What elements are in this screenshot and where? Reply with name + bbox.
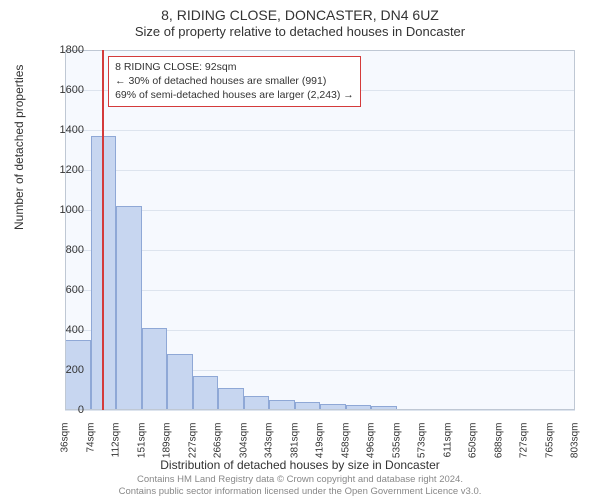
histogram-bar bbox=[371, 406, 397, 410]
legend-box: 8 RIDING CLOSE: 92sqm← 30% of detached h… bbox=[108, 56, 361, 107]
x-tick-label: 496sqm bbox=[366, 423, 377, 473]
y-tick-label: 1000 bbox=[44, 204, 84, 216]
histogram-bar bbox=[116, 206, 142, 410]
gridline bbox=[65, 410, 575, 411]
x-tick-label: 189sqm bbox=[162, 423, 173, 473]
chart-title: 8, RIDING CLOSE, DONCASTER, DN4 6UZ bbox=[0, 0, 600, 24]
y-tick-label: 200 bbox=[44, 364, 84, 376]
legend-line-3: 69% of semi-detached houses are larger (… bbox=[115, 88, 354, 102]
histogram-bar bbox=[346, 405, 372, 410]
plot-area: 8 RIDING CLOSE: 92sqm← 30% of detached h… bbox=[65, 50, 575, 410]
gridline bbox=[65, 130, 575, 131]
legend-line-2: ← 30% of detached houses are smaller (99… bbox=[115, 74, 354, 88]
gridline bbox=[65, 210, 575, 211]
legend-line-1: 8 RIDING CLOSE: 92sqm bbox=[115, 60, 354, 74]
chart-area: 8 RIDING CLOSE: 92sqm← 30% of detached h… bbox=[65, 50, 575, 410]
y-tick-label: 400 bbox=[44, 324, 84, 336]
histogram-bar bbox=[295, 402, 321, 410]
y-axis-label: Number of detached properties bbox=[12, 65, 26, 230]
y-tick-label: 600 bbox=[44, 284, 84, 296]
property-marker-line bbox=[102, 50, 104, 410]
histogram-bar bbox=[167, 354, 193, 410]
x-tick-label: 36sqm bbox=[60, 423, 71, 473]
x-tick-label: 112sqm bbox=[111, 423, 122, 473]
x-tick-label: 304sqm bbox=[238, 423, 249, 473]
y-tick-label: 1200 bbox=[44, 164, 84, 176]
x-tick-label: 650sqm bbox=[468, 423, 479, 473]
x-tick-label: 765sqm bbox=[544, 423, 555, 473]
x-tick-label: 573sqm bbox=[417, 423, 428, 473]
x-tick-label: 611sqm bbox=[442, 423, 453, 473]
gridline bbox=[65, 50, 575, 51]
x-tick-label: 227sqm bbox=[187, 423, 198, 473]
x-tick-label: 381sqm bbox=[289, 423, 300, 473]
histogram-bar bbox=[269, 400, 295, 410]
histogram-bar bbox=[320, 404, 346, 410]
gridline bbox=[65, 170, 575, 171]
histogram-bar bbox=[218, 388, 244, 410]
y-tick-label: 1800 bbox=[44, 44, 84, 56]
footer: Contains HM Land Registry data © Crown c… bbox=[0, 474, 600, 498]
x-tick-label: 343sqm bbox=[264, 423, 275, 473]
histogram-bar bbox=[142, 328, 168, 410]
x-tick-label: 727sqm bbox=[519, 423, 530, 473]
gridline bbox=[65, 250, 575, 251]
y-tick-label: 1600 bbox=[44, 84, 84, 96]
footer-line-1: Contains HM Land Registry data © Crown c… bbox=[0, 474, 600, 486]
chart-subtitle: Size of property relative to detached ho… bbox=[0, 24, 600, 41]
histogram-bar bbox=[193, 376, 219, 410]
y-tick-label: 1400 bbox=[44, 124, 84, 136]
x-tick-label: 458sqm bbox=[340, 423, 351, 473]
figure: 8, RIDING CLOSE, DONCASTER, DN4 6UZ Size… bbox=[0, 0, 600, 500]
x-tick-label: 151sqm bbox=[136, 423, 147, 473]
x-tick-label: 688sqm bbox=[493, 423, 504, 473]
x-tick-label: 419sqm bbox=[315, 423, 326, 473]
x-tick-label: 803sqm bbox=[570, 423, 581, 473]
x-tick-label: 74sqm bbox=[85, 423, 96, 473]
histogram-bar bbox=[244, 396, 270, 410]
footer-line-2: Contains public sector information licen… bbox=[0, 486, 600, 498]
x-tick-label: 535sqm bbox=[391, 423, 402, 473]
y-tick-label: 0 bbox=[44, 404, 84, 416]
gridline bbox=[65, 290, 575, 291]
y-tick-label: 800 bbox=[44, 244, 84, 256]
x-tick-label: 266sqm bbox=[213, 423, 224, 473]
